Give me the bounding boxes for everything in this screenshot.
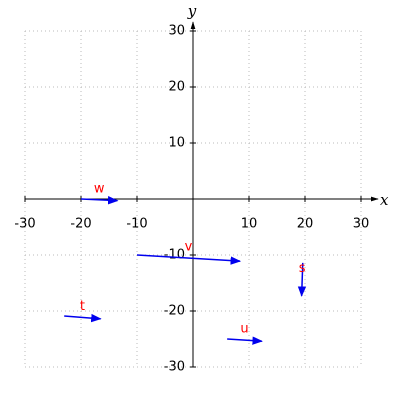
y-tick-label: -20 bbox=[164, 304, 185, 319]
x-tick-label: 20 bbox=[297, 217, 314, 232]
x-tick-label: 10 bbox=[241, 217, 258, 232]
vector-label: u bbox=[240, 322, 248, 337]
vector-label: t bbox=[80, 299, 85, 314]
x-tick-label: -20 bbox=[70, 217, 91, 232]
y-tick-label: 10 bbox=[168, 136, 185, 151]
y-tick-label: 20 bbox=[168, 80, 185, 95]
x-tick-label: -10 bbox=[126, 217, 147, 232]
y-axis-label: y bbox=[187, 2, 197, 20]
vector-arrow bbox=[227, 336, 263, 345]
vector-label: w bbox=[94, 181, 105, 196]
vector-arrow bbox=[136, 254, 242, 265]
vector-label: v bbox=[185, 240, 193, 255]
vector-arrow bbox=[64, 313, 102, 323]
x-axis-label: x bbox=[380, 191, 389, 209]
y-tick-label: -30 bbox=[164, 360, 185, 375]
y-tick-label: 30 bbox=[168, 24, 185, 39]
y-tick-label: -10 bbox=[164, 248, 185, 263]
vector-arrow bbox=[80, 196, 119, 205]
vector-arrow bbox=[297, 262, 307, 297]
vector-label: s bbox=[299, 261, 306, 276]
x-tick-label: 30 bbox=[353, 217, 370, 232]
x-tick-label: -30 bbox=[14, 217, 35, 232]
